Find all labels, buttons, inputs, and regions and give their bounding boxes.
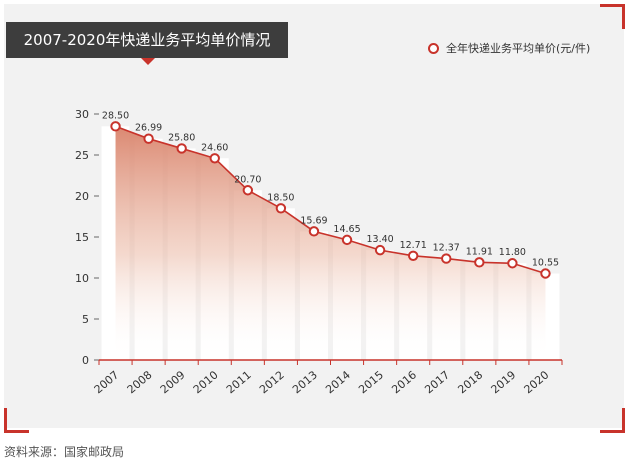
x-tick-label: 2013 — [290, 368, 320, 396]
data-label: 12.71 — [400, 240, 427, 251]
data-label: 15.69 — [300, 215, 327, 226]
x-tick-label: 2015 — [356, 368, 386, 396]
x-tick-label: 2017 — [422, 368, 452, 396]
data-point — [242, 185, 254, 196]
data-point — [110, 121, 121, 132]
data-point — [474, 257, 485, 268]
data-label: 14.65 — [333, 224, 360, 235]
chart-title: 2007-2020年快递业务平均单价情况 — [6, 22, 288, 58]
legend-label: 全年快递业务平均单价(元/件) — [446, 42, 591, 55]
y-tick-label: 15 — [75, 231, 89, 244]
data-point — [341, 234, 353, 246]
data-point — [143, 133, 154, 144]
data-point — [209, 153, 220, 164]
legend: 全年快递业务平均单价(元/件) — [428, 40, 590, 56]
x-tick-label: 2008 — [125, 368, 155, 396]
y-tick-label: 30 — [75, 108, 89, 121]
y-tick-label: 10 — [75, 272, 89, 285]
source-note: 资料来源：国家邮政局 — [4, 445, 125, 459]
corner-frame-top-right — [600, 4, 625, 29]
data-label: 20.70 — [234, 174, 261, 185]
data-label: 13.40 — [367, 234, 394, 245]
data-label: 24.60 — [201, 142, 228, 153]
data-label: 28.50 — [102, 110, 129, 121]
data-point — [374, 244, 386, 256]
x-tick-label: 2010 — [191, 368, 221, 396]
data-label: 11.91 — [466, 246, 493, 257]
x-tick-label: 2014 — [323, 368, 353, 396]
title-pointer — [141, 58, 155, 65]
y-tick-label: 5 — [82, 313, 89, 326]
y-tick-label: 20 — [75, 190, 89, 203]
x-tick-label: 2009 — [158, 368, 188, 396]
data-label: 26.99 — [135, 123, 162, 134]
data-point — [407, 250, 419, 261]
corner-frame-bottom-left — [4, 408, 29, 433]
y-tick-label: 25 — [75, 149, 89, 162]
corner-frame-bottom-right — [600, 408, 625, 433]
data-point — [540, 268, 551, 279]
area-fill — [115, 126, 546, 360]
x-tick-label: 2019 — [489, 368, 519, 396]
x-tick-label: 2018 — [455, 368, 485, 396]
data-point — [176, 143, 187, 154]
data-label: 18.50 — [267, 192, 294, 203]
y-tick-label: 0 — [82, 354, 89, 367]
data-point — [308, 226, 320, 237]
data-label: 11.80 — [499, 247, 526, 258]
x-tick-label: 2007 — [92, 368, 122, 396]
data-label: 25.80 — [168, 132, 195, 143]
data-point — [441, 253, 452, 264]
x-tick-label: 2020 — [522, 368, 552, 396]
data-point — [275, 203, 287, 214]
x-tick-label: 2012 — [257, 368, 287, 396]
data-label: 12.37 — [433, 243, 460, 254]
data-point — [507, 258, 518, 269]
series-line — [115, 125, 546, 275]
x-tick-label: 2016 — [389, 368, 419, 396]
data-label: 10.55 — [532, 257, 559, 268]
x-tick-label: 2011 — [224, 368, 254, 396]
legend-marker-icon — [428, 42, 439, 54]
